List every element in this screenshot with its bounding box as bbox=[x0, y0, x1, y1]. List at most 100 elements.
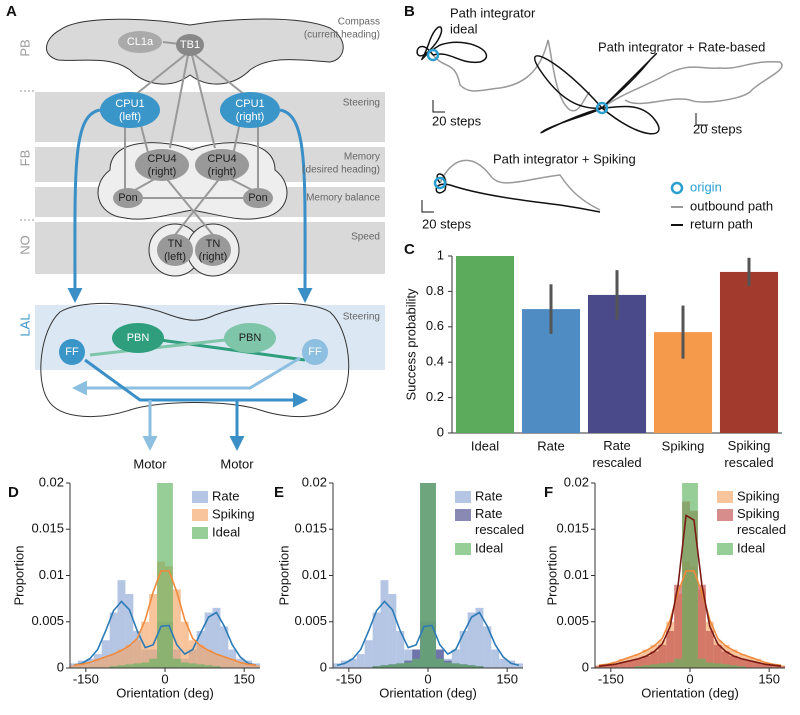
bar bbox=[719, 271, 779, 433]
row-label: (current heading) bbox=[304, 30, 380, 41]
density-curve bbox=[598, 514, 782, 667]
scale-label: 20 steps bbox=[422, 216, 472, 231]
density-curve bbox=[73, 600, 257, 667]
y-tick-label: 0.8 bbox=[426, 283, 444, 298]
row-label: Steering bbox=[343, 312, 380, 323]
histogram-bar bbox=[483, 626, 492, 668]
x-tick-label: Ideal bbox=[471, 438, 499, 453]
histogram-bar bbox=[109, 654, 118, 668]
panel-label: E bbox=[274, 484, 284, 501]
histogram-bar bbox=[769, 665, 778, 668]
plot-area bbox=[595, 483, 785, 668]
node bbox=[112, 323, 164, 353]
x-tick-label: 150 bbox=[758, 671, 780, 686]
histogram-bar bbox=[117, 665, 126, 668]
node-label: CPU1 bbox=[235, 98, 264, 110]
scale-label: 20 steps bbox=[693, 121, 743, 136]
node bbox=[176, 34, 204, 56]
node bbox=[59, 339, 85, 365]
scale-bar bbox=[695, 113, 708, 126]
legend-swatch bbox=[717, 509, 733, 521]
histogram-bar bbox=[125, 644, 134, 668]
return-path bbox=[534, 52, 660, 135]
x-tick-label: 150 bbox=[233, 671, 255, 686]
outbound-path bbox=[601, 60, 783, 109]
origin-marker bbox=[595, 101, 609, 115]
row-label: Compass bbox=[338, 17, 380, 28]
histogram-bar bbox=[109, 612, 118, 668]
histogram-bar bbox=[674, 658, 683, 668]
row-label: Memory balance bbox=[306, 193, 380, 204]
x-tick-label: 150 bbox=[496, 671, 518, 686]
histogram-bar bbox=[618, 662, 627, 668]
node bbox=[157, 234, 193, 266]
legend-swatch bbox=[717, 543, 733, 555]
histogram-bar bbox=[428, 483, 436, 668]
legend-label: Rate bbox=[212, 488, 239, 503]
histogram-bar bbox=[117, 580, 126, 668]
histogram-bar bbox=[404, 662, 413, 668]
y-axis-label: Success probability bbox=[403, 288, 418, 400]
histogram-bar bbox=[204, 665, 213, 668]
histogram-bar bbox=[705, 662, 714, 668]
arrow bbox=[67, 108, 101, 303]
scale-label: 20 steps bbox=[432, 113, 482, 128]
region-label: LAL bbox=[17, 313, 32, 336]
outbound-path bbox=[439, 159, 601, 211]
y-tick-label: 0.01 bbox=[302, 567, 327, 582]
y-tick-label: 0.005 bbox=[294, 613, 327, 628]
histogram-bar bbox=[721, 651, 730, 668]
y-tick-label: 0.015 bbox=[31, 521, 64, 536]
y-axis-label: Proportion bbox=[11, 546, 26, 606]
histogram-bar bbox=[491, 649, 500, 668]
histogram-bar bbox=[196, 664, 205, 668]
node-label: TB1 bbox=[180, 39, 200, 51]
histogram-bar bbox=[610, 664, 619, 668]
trajectory-title: Path integrator + Spiking bbox=[493, 151, 636, 166]
legend-swatch bbox=[455, 543, 471, 555]
y-tick-label: 0.4 bbox=[426, 354, 444, 369]
y-tick-label: 1 bbox=[437, 247, 444, 262]
density-curve bbox=[73, 570, 257, 667]
histogram-bar bbox=[149, 594, 158, 668]
histogram-bar bbox=[737, 666, 746, 668]
label-line: rescaled bbox=[737, 522, 786, 537]
node-label: TN bbox=[168, 238, 183, 250]
node bbox=[195, 234, 231, 266]
legend-label: Rate bbox=[475, 488, 502, 503]
panel-label: D bbox=[8, 484, 19, 501]
node bbox=[135, 149, 189, 181]
histogram-bar bbox=[737, 658, 746, 668]
plot-area bbox=[333, 483, 523, 668]
histogram-bar bbox=[101, 656, 110, 668]
histogram-bar bbox=[658, 663, 667, 668]
legend-swatch bbox=[717, 491, 733, 503]
histogram-bar bbox=[499, 658, 508, 668]
histogram-bar bbox=[705, 631, 714, 668]
histogram-bar bbox=[420, 483, 428, 668]
y-tick-label: 0.015 bbox=[556, 521, 589, 536]
histogram-bar bbox=[396, 631, 405, 668]
y-tick-label: 0 bbox=[320, 659, 327, 674]
histogram-bar bbox=[777, 666, 785, 668]
node bbox=[113, 188, 143, 208]
histogram-bar bbox=[713, 663, 722, 668]
node-label: (right) bbox=[148, 166, 177, 178]
legend-label: Rate rescaled bbox=[475, 506, 524, 537]
histogram-bar bbox=[188, 663, 197, 668]
histogram-bar bbox=[149, 658, 158, 668]
histogram-bar bbox=[172, 589, 181, 668]
node-label: CPU4 bbox=[147, 153, 176, 165]
trajectory-title: Path integrator bbox=[450, 5, 536, 20]
histogram-bar bbox=[650, 664, 659, 668]
histogram-bar bbox=[634, 658, 643, 668]
legend-symbol bbox=[670, 181, 684, 195]
legend-swatch bbox=[455, 509, 471, 521]
label-line: Rate bbox=[475, 506, 502, 521]
histogram-bar bbox=[93, 658, 102, 668]
histogram-bar bbox=[602, 665, 611, 668]
histogram-bar bbox=[443, 662, 452, 668]
histogram-bar bbox=[697, 658, 706, 668]
histogram-bar bbox=[451, 663, 460, 668]
panel-label: B bbox=[404, 3, 415, 20]
